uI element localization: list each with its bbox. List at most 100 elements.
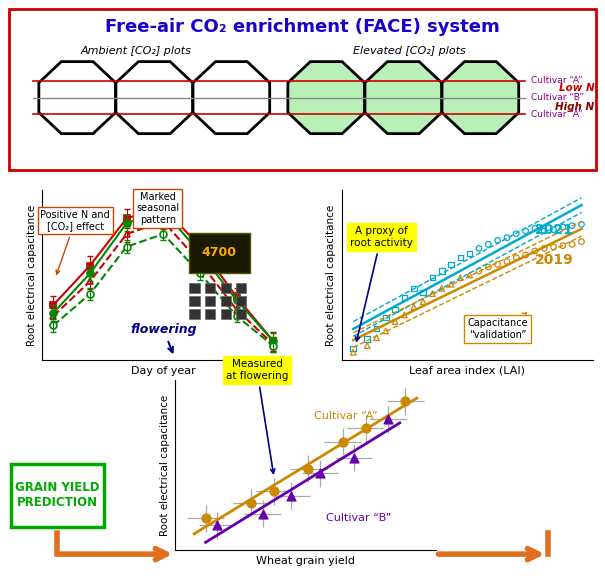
Point xyxy=(446,260,456,269)
Point xyxy=(549,242,558,252)
Polygon shape xyxy=(365,62,442,134)
Point xyxy=(401,397,410,406)
FancyBboxPatch shape xyxy=(204,296,215,306)
Point xyxy=(474,244,484,253)
Point xyxy=(511,253,521,262)
Text: Capacitance
“validation”: Capacitance “validation” xyxy=(467,313,528,340)
Point xyxy=(493,260,503,269)
Point xyxy=(446,280,456,289)
FancyBboxPatch shape xyxy=(236,296,246,306)
Point xyxy=(502,257,512,266)
X-axis label: Wheat grain yield: Wheat grain yield xyxy=(256,556,355,566)
Text: Free-air CO₂ enrichment (FACE) system: Free-air CO₂ enrichment (FACE) system xyxy=(105,18,500,36)
Point xyxy=(201,514,211,523)
Text: Marked
seasonal
pattern: Marked seasonal pattern xyxy=(136,192,180,225)
Text: Cultivar “A”: Cultivar “A” xyxy=(314,411,378,422)
Point xyxy=(437,284,446,293)
Point xyxy=(474,266,484,275)
FancyBboxPatch shape xyxy=(221,309,231,319)
Point xyxy=(521,226,531,236)
Point xyxy=(558,241,567,251)
Point xyxy=(390,317,400,326)
Point xyxy=(246,498,256,507)
Point xyxy=(361,424,370,433)
Polygon shape xyxy=(116,62,192,134)
Point xyxy=(418,297,428,306)
Point xyxy=(567,221,577,230)
Text: Low N: Low N xyxy=(558,83,594,93)
Point xyxy=(493,236,503,245)
FancyBboxPatch shape xyxy=(9,9,596,170)
Point xyxy=(348,348,358,357)
Point xyxy=(400,310,410,320)
Text: Positive N and
[CO₂] effect: Positive N and [CO₂] effect xyxy=(41,210,110,274)
Point xyxy=(384,415,393,424)
Point xyxy=(371,333,381,342)
Point xyxy=(483,263,493,272)
Polygon shape xyxy=(39,62,116,134)
Point xyxy=(269,487,279,496)
Point xyxy=(521,251,531,260)
Point xyxy=(362,341,372,350)
Text: A proxy of
root activity: A proxy of root activity xyxy=(350,226,413,341)
Point xyxy=(540,244,549,253)
Point xyxy=(381,313,391,322)
FancyBboxPatch shape xyxy=(221,296,231,306)
Y-axis label: Root electrical capacitance: Root electrical capacitance xyxy=(27,204,37,346)
X-axis label: Day of year: Day of year xyxy=(131,366,196,376)
Y-axis label: Root electrical capacitance: Root electrical capacitance xyxy=(160,395,170,536)
Point xyxy=(390,305,400,314)
Point xyxy=(530,223,540,233)
Point xyxy=(258,509,267,518)
Point xyxy=(286,491,296,501)
Text: Elevated [CO₂] plots: Elevated [CO₂] plots xyxy=(353,47,466,56)
Point xyxy=(362,334,372,343)
Point xyxy=(540,226,549,236)
Point xyxy=(428,289,437,298)
Point xyxy=(349,453,359,462)
Text: Cultivar “B”: Cultivar “B” xyxy=(531,93,584,102)
Point xyxy=(577,219,586,229)
FancyBboxPatch shape xyxy=(11,464,104,527)
Point xyxy=(409,284,419,293)
Text: Cultivar “B”: Cultivar “B” xyxy=(325,513,391,522)
Point xyxy=(511,229,521,238)
Point xyxy=(338,437,347,446)
FancyBboxPatch shape xyxy=(189,309,200,319)
Point xyxy=(465,249,474,258)
Point xyxy=(483,240,493,249)
Point xyxy=(567,240,577,249)
Text: High N: High N xyxy=(555,102,594,112)
Point xyxy=(428,273,437,282)
FancyBboxPatch shape xyxy=(236,283,246,293)
Point xyxy=(456,273,465,282)
Point xyxy=(348,344,358,353)
Point xyxy=(530,247,540,256)
Point xyxy=(437,266,446,275)
Text: Measured
at flowering: Measured at flowering xyxy=(226,359,288,473)
Point xyxy=(400,293,410,302)
Text: 4700: 4700 xyxy=(202,247,237,259)
Point xyxy=(304,464,313,473)
Point xyxy=(558,222,567,232)
Point xyxy=(549,225,558,234)
FancyBboxPatch shape xyxy=(204,283,215,293)
FancyBboxPatch shape xyxy=(189,283,200,293)
Point xyxy=(381,327,391,336)
Y-axis label: Root electrical capacitance: Root electrical capacitance xyxy=(326,204,336,346)
Point xyxy=(212,521,222,530)
Point xyxy=(502,233,512,242)
Text: flowering: flowering xyxy=(130,323,197,353)
Text: 2021: 2021 xyxy=(535,223,574,237)
Text: Cultivar “A”: Cultivar “A” xyxy=(531,77,582,85)
Point xyxy=(409,302,419,312)
Point xyxy=(315,469,325,478)
X-axis label: Leaf area index (LAI): Leaf area index (LAI) xyxy=(410,366,525,376)
Point xyxy=(418,287,428,297)
Text: 2019: 2019 xyxy=(535,253,574,267)
Point xyxy=(456,253,465,262)
Point xyxy=(465,270,474,279)
Point xyxy=(577,237,586,247)
Polygon shape xyxy=(442,62,518,134)
FancyBboxPatch shape xyxy=(236,309,246,319)
